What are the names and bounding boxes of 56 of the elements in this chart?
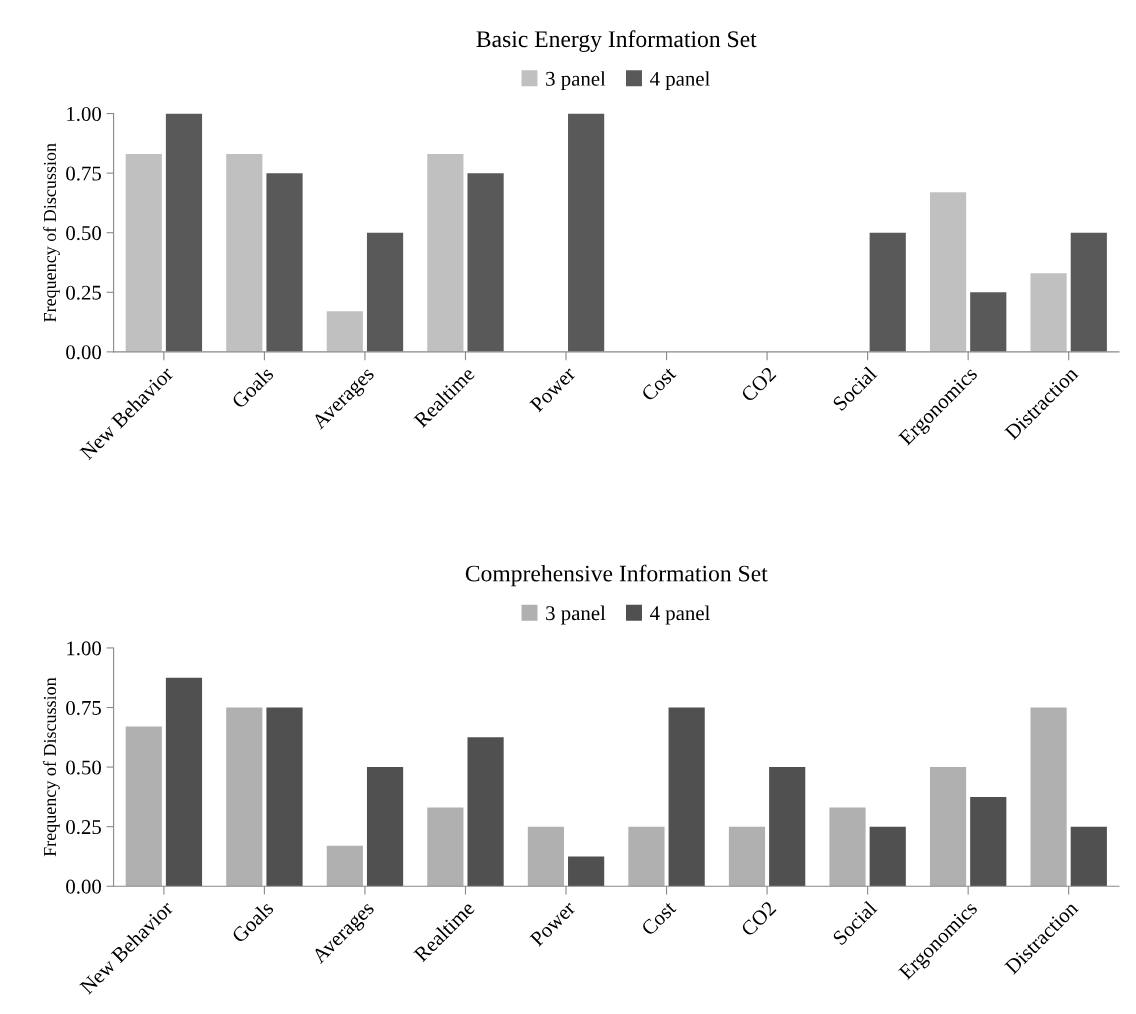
y-tick-label: 0.00 [66, 345, 101, 360]
legend-label: 3 panel [546, 71, 606, 91]
bar [427, 154, 464, 352]
bar [1070, 232, 1107, 352]
y-tick-label: 1.00 [67, 106, 101, 122]
bar [366, 232, 404, 352]
bar [125, 726, 162, 887]
bar [628, 826, 665, 887]
y-tick-label: 0.50 [66, 760, 101, 775]
y-tick-label: 0.25 [66, 285, 101, 300]
bar [427, 807, 464, 887]
bar [929, 192, 967, 352]
bar [266, 707, 303, 887]
bar [668, 707, 705, 887]
bar [970, 292, 1007, 352]
bar [1030, 707, 1067, 887]
legend-label: 4 panel [650, 605, 710, 625]
y-axis-title: Frequency of Discussion [43, 143, 60, 322]
x-tick-label: CO2 [740, 900, 777, 938]
bar [568, 113, 605, 352]
y-tick-label: 0.25 [66, 820, 101, 835]
y-axis-title: Frequency of Discussion [43, 677, 60, 857]
bar [769, 767, 806, 887]
x-tick-label: CO2 [740, 366, 777, 403]
bar [829, 807, 866, 887]
bar [266, 173, 303, 352]
bar [226, 707, 263, 887]
bar [527, 826, 564, 887]
bar [467, 173, 504, 352]
chart-title: Basic Energy Information Set [476, 30, 757, 52]
bar [226, 154, 263, 352]
bar [970, 796, 1007, 887]
bar [728, 826, 766, 887]
bar [869, 826, 906, 887]
legend-label: 3 panel [546, 605, 606, 625]
y-tick-label: 0.75 [66, 166, 101, 181]
y-tick-label: 0.50 [66, 226, 101, 241]
bar [366, 767, 404, 887]
bar [929, 767, 967, 887]
bar [165, 113, 203, 352]
chart-title: Comprehensive Information Set [465, 564, 768, 587]
bar [165, 677, 203, 887]
y-tick-label: 0.75 [66, 700, 101, 716]
bar [1070, 826, 1107, 887]
y-tick-label: 0.00 [66, 879, 101, 894]
y-tick-label: 1.00 [67, 641, 101, 656]
bar [326, 845, 363, 887]
bar [1030, 273, 1067, 352]
bar [326, 311, 363, 352]
bar [467, 737, 504, 887]
legend-label: 4 panel [650, 71, 710, 91]
bar [568, 856, 605, 887]
bar [125, 154, 162, 352]
x-tick-label: Cost [640, 899, 677, 937]
bar [869, 232, 906, 352]
x-tick-label: Cost [640, 365, 677, 402]
